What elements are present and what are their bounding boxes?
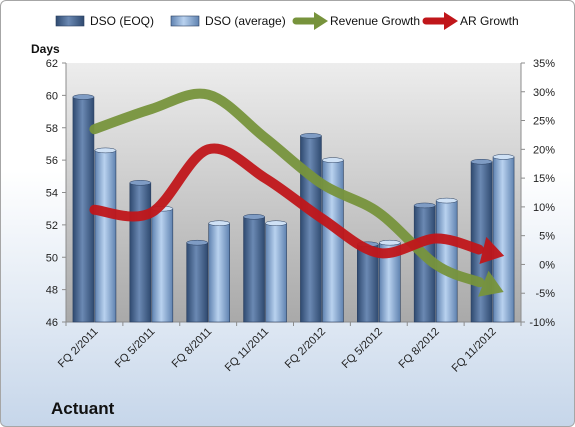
- legend-swatch: [55, 15, 85, 27]
- y2-tick-label: 30%: [533, 87, 555, 99]
- legend-swatch: [170, 15, 200, 27]
- y-tick-label: 58: [46, 123, 58, 135]
- bar-cap: [94, 147, 117, 154]
- bar: [208, 222, 230, 323]
- x-tick-label: FQ 11/2011: [223, 326, 271, 374]
- bar-cap: [322, 157, 344, 163]
- bar: [151, 208, 174, 323]
- y-tick-label: 54: [46, 188, 58, 200]
- x-tick-label: FQ 5/2012: [340, 326, 385, 371]
- bar: [243, 216, 265, 323]
- bar-cap: [129, 180, 152, 186]
- series-arrowhead: [478, 270, 504, 297]
- legend-swatch-arrow: [314, 12, 328, 30]
- x-tick-label: FQ 5/2011: [113, 326, 158, 371]
- y-tick-label: 60: [46, 90, 58, 102]
- legend-label: Revenue Growth: [330, 14, 420, 28]
- legend-swatch-arrow: [444, 12, 458, 30]
- bar: [492, 156, 515, 323]
- y-tick-label: 46: [46, 317, 58, 329]
- y2-tick-label: 15%: [533, 173, 555, 185]
- bar-cap: [492, 154, 515, 160]
- y2-tick-label: 35%: [533, 58, 555, 70]
- y-axis-label: Days: [31, 42, 60, 56]
- y-tick-label: 56: [46, 155, 58, 167]
- bar-cap: [379, 239, 401, 246]
- y-tick-label: 52: [46, 220, 58, 232]
- bar-cap: [72, 94, 95, 100]
- bar-cap: [300, 133, 322, 139]
- series-line: [89, 143, 484, 259]
- plot-area: 46 48 50 52 54 56 58 60 62 -10% -5% 0% 5% 10% 15% 20% 25…: [46, 58, 555, 375]
- bar-cap: [470, 158, 493, 165]
- bar: [186, 242, 208, 323]
- bar-cap: [435, 197, 458, 204]
- bar-cap: [243, 214, 265, 220]
- bar-cap: [186, 239, 208, 246]
- y2-tick-label: 5%: [539, 231, 555, 243]
- series-line: [89, 88, 485, 288]
- bar: [129, 182, 152, 323]
- y2-tick-label: -5%: [535, 288, 555, 300]
- x-tick-label: FQ 2/2011: [56, 326, 101, 371]
- company-name: Actuant: [51, 399, 115, 418]
- x-tick-label: FQ 8/2011: [170, 326, 215, 371]
- y-tick-label: 62: [46, 58, 58, 70]
- series-arrowhead: [479, 236, 505, 265]
- y2-tick-label: 20%: [533, 144, 555, 156]
- y2-tick-label: 10%: [533, 202, 555, 214]
- y-tick-label: 50: [46, 252, 58, 264]
- y2-tick-label: 25%: [533, 116, 555, 128]
- bar: [265, 222, 287, 323]
- bar: [94, 150, 117, 323]
- y2-tick-label: -10%: [529, 317, 555, 329]
- legend-label: DSO (average): [205, 14, 286, 28]
- y2-tick-label: 0%: [539, 259, 555, 271]
- y-tick-label: 48: [46, 285, 58, 297]
- legend-label: AR Growth: [460, 14, 519, 28]
- x-tick-label: FQ 2/2012: [283, 326, 328, 371]
- legend-label: DSO (EOQ): [90, 14, 154, 28]
- x-tick-label: FQ 11/2012: [450, 326, 499, 375]
- bar-cap: [208, 220, 230, 227]
- bar-cap: [265, 220, 287, 227]
- bar-cap: [413, 202, 436, 209]
- legend: DSO (EOQ) DSO (average) Revenue Growth AR G…: [55, 12, 519, 30]
- x-tick-label: FQ 8/2012: [397, 326, 442, 371]
